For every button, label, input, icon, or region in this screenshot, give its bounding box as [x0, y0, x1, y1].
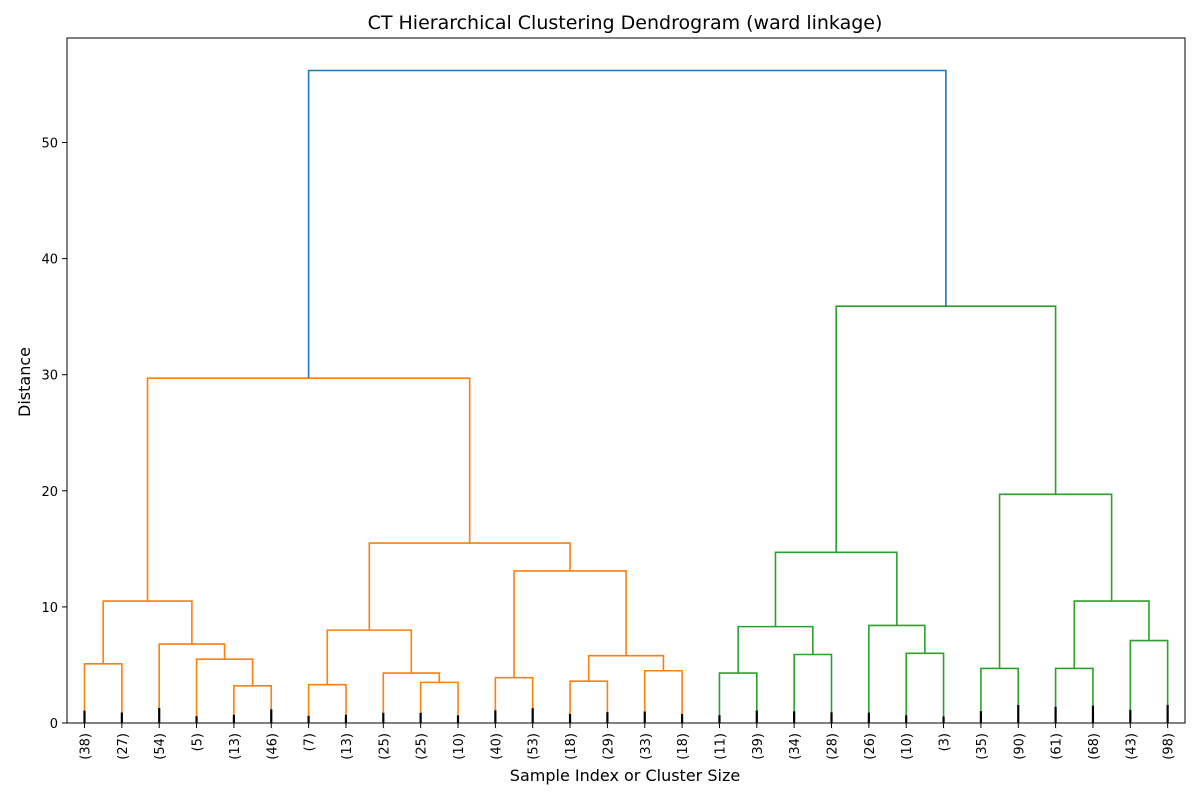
merge-link-23 [1054, 667, 1094, 723]
merge-link-2 [195, 658, 254, 723]
merge-link-14 [368, 542, 571, 631]
leaf-label-15: (33) [639, 733, 654, 760]
merge-link-1 [233, 685, 273, 723]
leaf-label-5: (46) [265, 733, 280, 760]
leaf-label-20: (28) [826, 733, 841, 760]
leaf-label-21: (26) [863, 733, 878, 760]
plot-frame [66, 37, 1186, 724]
merge-link-19 [905, 652, 945, 723]
merge-link-5 [307, 683, 347, 723]
leaf-label-24: (35) [975, 733, 990, 760]
y-tick-label-5: 50 [41, 136, 58, 151]
leaf-label-12: (53) [527, 733, 542, 760]
merge-link-22 [980, 667, 1020, 723]
merge-link-26 [998, 493, 1113, 669]
leaf-label-1: (27) [116, 733, 131, 760]
merge-link-25 [1073, 600, 1150, 669]
y-tick-label-1: 10 [41, 601, 58, 616]
leaf-label-26: (61) [1050, 733, 1065, 760]
y-tick-label-3: 30 [41, 369, 58, 384]
merge-link-8 [326, 629, 413, 685]
merge-link-20 [868, 624, 926, 723]
leaf-label-3: (5) [191, 733, 206, 751]
leaf-label-6: (7) [303, 733, 318, 751]
leaf-label-2: (54) [153, 733, 168, 760]
merge-link-4 [102, 600, 193, 664]
leaf-label-0: (38) [79, 733, 94, 760]
merge-link-3 [158, 643, 226, 723]
merge-link-21 [774, 551, 898, 627]
merge-link-11 [643, 669, 683, 723]
leaf-label-25: (90) [1012, 733, 1027, 760]
leaf-label-11: (40) [489, 733, 504, 760]
merge-link-16 [718, 672, 758, 723]
chart-title: CT Hierarchical Clustering Dendrogram (w… [368, 12, 883, 34]
merge-link-6 [419, 681, 459, 723]
leaf-label-28: (43) [1124, 733, 1139, 760]
leaf-label-27: (68) [1087, 733, 1102, 760]
y-tick-label-2: 20 [41, 485, 58, 500]
leaf-label-13: (18) [564, 733, 579, 760]
leaf-label-8: (25) [377, 733, 392, 760]
leaf-label-4: (13) [228, 733, 243, 760]
merge-link-24 [1129, 639, 1169, 723]
y-tick-label-4: 40 [41, 253, 58, 268]
leaf-marks [83, 705, 1169, 723]
leaf-label-17: (11) [713, 733, 728, 760]
merge-link-28 [307, 69, 947, 379]
leaf-label-29: (98) [1162, 733, 1177, 760]
merge-link-10 [569, 680, 609, 723]
merge-link-7 [382, 672, 441, 723]
leaf-label-23: (3) [938, 733, 953, 751]
merge-link-13 [513, 570, 627, 678]
leaf-label-18: (39) [751, 733, 766, 760]
x-axis: (38) (27) (54) (5) (13) (46) (7) (13) (25) (25) (1… [79, 723, 1177, 760]
leaf-label-9: (25) [415, 733, 430, 760]
merge-link-0 [83, 662, 123, 723]
merge-link-15 [146, 377, 471, 602]
y-tick-label-0: 0 [50, 717, 58, 732]
leaf-label-16: (18) [676, 733, 691, 760]
x-axis-label: Sample Index or Cluster Size [510, 766, 740, 785]
leaf-label-14: (29) [601, 733, 616, 760]
leaf-label-22: (10) [900, 733, 915, 760]
merge-link-9 [494, 676, 534, 723]
leaf-label-7: (13) [340, 733, 355, 760]
merge-link-12 [587, 654, 665, 682]
leaf-label-19: (34) [788, 733, 803, 760]
y-axis-label: Distance [15, 347, 34, 417]
merge-link-18 [737, 625, 814, 674]
y-axis: 0 10 20 30 40 50 [41, 136, 67, 732]
merge-link-27 [835, 305, 1057, 553]
merge-link-17 [793, 653, 833, 723]
leaf-label-10: (10) [452, 733, 467, 760]
dendrogram-links [83, 69, 1169, 723]
